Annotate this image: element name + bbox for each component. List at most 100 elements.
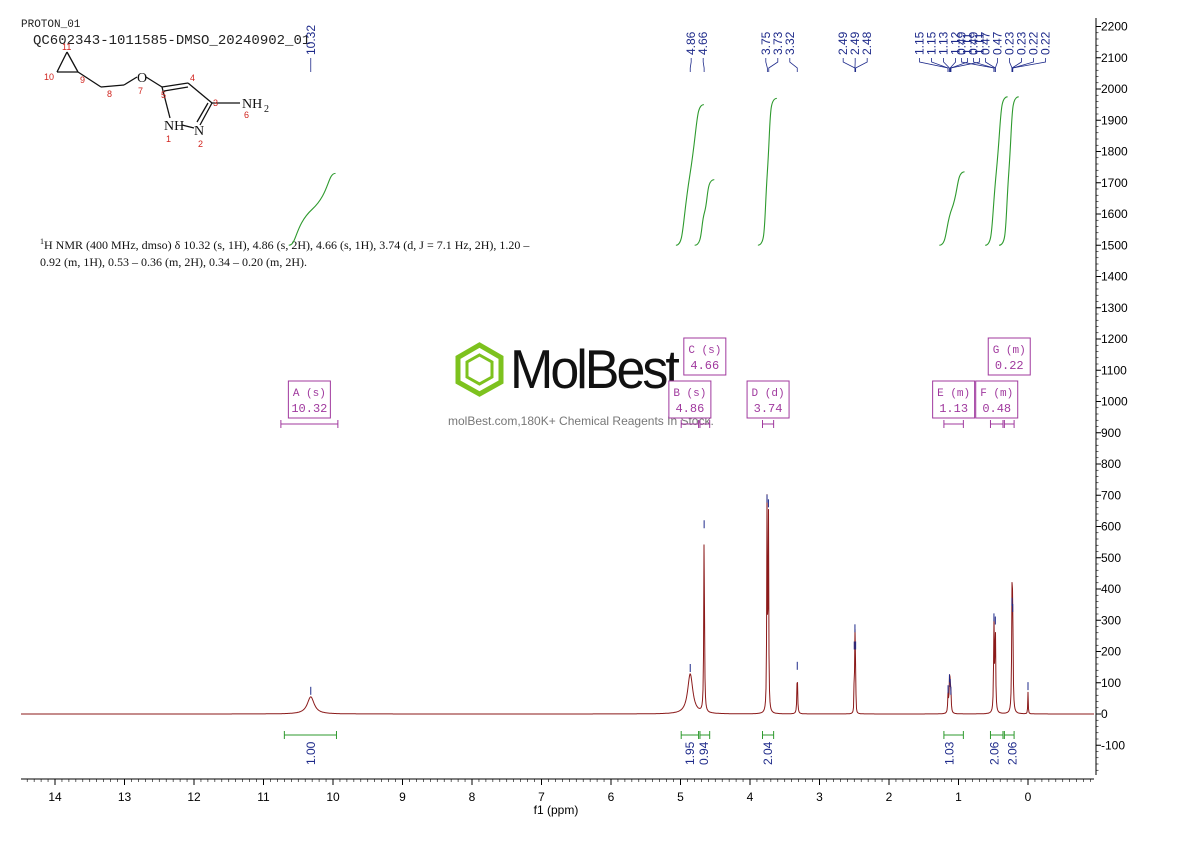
integral-value: 2.06 xyxy=(988,741,1002,765)
peak-label: 10.32 xyxy=(304,25,318,55)
watermark-tagline: molBest.com,180K+ Chemical Reagents In S… xyxy=(448,414,714,428)
y-tick-label: 700 xyxy=(1101,488,1121,502)
peak-label: 1.15 xyxy=(925,31,939,55)
multiplet-label: E (m) xyxy=(937,388,970,400)
peak-label: 1.11 xyxy=(973,32,987,55)
x-tick-label: 10 xyxy=(326,790,340,804)
multiplet-box xyxy=(668,380,712,419)
peak-label: 0.23 xyxy=(1015,31,1029,55)
atom-NH2-sub: 2 xyxy=(264,104,269,115)
nmr-superscript: 1 xyxy=(40,237,44,246)
peak-label: 0.23 xyxy=(1003,31,1017,55)
y-tick-label: 1600 xyxy=(1101,207,1128,221)
atom-num-6: 6 xyxy=(244,110,249,120)
peak-label-leader xyxy=(1012,58,1046,72)
program-name: PROTON_01 xyxy=(21,19,81,31)
y-tick-label: -100 xyxy=(1101,738,1125,752)
y-tick-label: 2000 xyxy=(1101,82,1128,96)
integral-value: 1.95 xyxy=(683,741,697,765)
integral-curve xyxy=(985,96,1008,246)
integral-value: 0.94 xyxy=(697,741,711,765)
atom-num-2: 2 xyxy=(198,139,203,149)
multiplet-shift: 3.74 xyxy=(754,402,783,416)
integral-curve xyxy=(998,96,1019,246)
peak-label-leader xyxy=(765,58,768,72)
multiplet-label: F (m) xyxy=(980,388,1013,400)
benzene-logo-icon xyxy=(455,342,504,397)
x-tick-label: 9 xyxy=(399,790,406,804)
peak-label: 3.73 xyxy=(771,31,785,55)
y-tick-label: 1500 xyxy=(1101,238,1128,252)
nmr-summary-line2: 0.92 (m, 1H), 0.53 – 0.36 (m, 2H), 0.34 … xyxy=(40,255,307,269)
multiplet-shift: 4.66 xyxy=(690,359,719,373)
y-tick-label: 0 xyxy=(1101,707,1108,721)
peak-label: 2.48 xyxy=(860,31,874,55)
peak-label: 1.15 xyxy=(913,31,927,55)
watermark-brand: MolBest xyxy=(510,339,680,401)
multiplet-box xyxy=(746,380,790,419)
multiplet-label: D (d) xyxy=(752,388,785,400)
y-tick-label: 200 xyxy=(1101,645,1121,659)
x-tick-label: 4 xyxy=(747,790,754,804)
atom-num-3: 3 xyxy=(213,98,218,108)
y-tick-label: 2200 xyxy=(1101,20,1128,34)
atom-num-11: 11 xyxy=(62,42,71,52)
x-tick-label: 12 xyxy=(187,790,201,804)
spectrum-trace xyxy=(21,494,1094,715)
multiplet-label: C (s) xyxy=(688,345,721,357)
x-tick-label: 3 xyxy=(816,790,823,804)
y-tick-label: 100 xyxy=(1101,676,1121,690)
atom-num-7: 7 xyxy=(138,86,143,96)
x-axis-label: f1 (ppm) xyxy=(534,803,579,817)
peak-label: 3.32 xyxy=(783,31,797,55)
y-tick-label: 600 xyxy=(1101,520,1121,534)
peak-labels: 10.32 4.864.66 3.753.733.32 2.492.492.48 1.1… xyxy=(304,25,1053,72)
molecule-structure xyxy=(56,51,240,129)
atom-num-9: 9 xyxy=(80,75,85,85)
peak-label: 0.49 xyxy=(955,31,969,55)
y-tick-label: 300 xyxy=(1101,613,1121,627)
multiplet-box xyxy=(683,337,727,376)
peak-label: 0.47 xyxy=(991,31,1005,55)
peak-label: 4.66 xyxy=(696,31,710,55)
integral-value: 1.00 xyxy=(304,741,318,765)
atom-num-5: 5 xyxy=(161,90,166,100)
y-tick-label: 800 xyxy=(1101,457,1121,471)
integral-value: 2.06 xyxy=(1006,741,1020,765)
y-tick-label: 500 xyxy=(1101,551,1121,565)
peak-label: 0.22 xyxy=(1027,31,1041,55)
y-tick-label: 1700 xyxy=(1101,176,1128,190)
peak-label: 4.86 xyxy=(684,31,698,55)
y-tick-label: 1000 xyxy=(1101,395,1128,409)
multiplet-label: B (s) xyxy=(673,388,706,400)
peak-label-leader xyxy=(689,58,692,72)
peak-label: 2.49 xyxy=(836,31,850,55)
multiplet-shift: 0.48 xyxy=(982,402,1011,416)
y-tick-label: 900 xyxy=(1101,426,1121,440)
y-tick-label: 1900 xyxy=(1101,113,1128,127)
y-axis: 2200210020001900180017001600150014001300… xyxy=(1095,18,1128,775)
x-tick-label: 13 xyxy=(118,790,132,804)
peak-label-leader xyxy=(842,58,856,72)
peak-label-leader xyxy=(994,58,998,72)
atom-num-10: 10 xyxy=(44,72,54,82)
integral-value: 1.03 xyxy=(942,741,956,765)
atom-num-1: 1 xyxy=(166,134,171,144)
integral-curve xyxy=(288,172,336,246)
spectrum-line xyxy=(21,494,1094,715)
atom-num-8: 8 xyxy=(107,89,112,99)
x-tick-label: 14 xyxy=(48,790,62,804)
peak-label-leader xyxy=(855,58,868,72)
peak-label: 1.12 xyxy=(949,31,963,55)
x-tick-label: 2 xyxy=(886,790,893,804)
atom-O: O xyxy=(137,71,147,86)
peak-label-leader xyxy=(768,58,779,72)
multiplet-boxes: A (s) 10.32 B (s) 4.86 C (s) 4.66 D (d) 3.74 E (… xyxy=(280,337,1031,428)
peak-label-leader xyxy=(950,58,980,72)
peak-label-leader xyxy=(702,58,705,72)
nmr-summary: 1H NMR (400 MHz, dmso) δ 10.32 (s, 1H), … xyxy=(40,233,600,271)
peak-label: 0.22 xyxy=(1039,31,1053,55)
integral-value: 2.04 xyxy=(761,741,775,765)
y-tick-label: 1800 xyxy=(1101,145,1128,159)
